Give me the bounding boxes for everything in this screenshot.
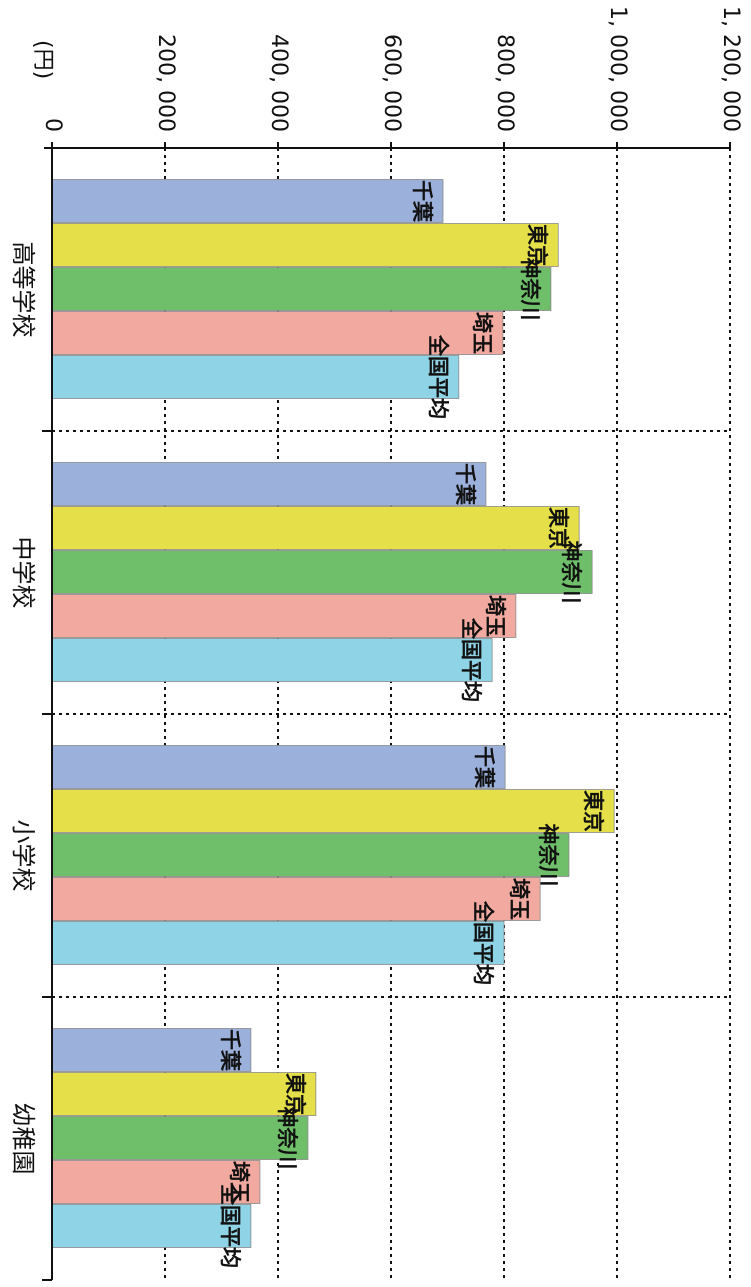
bar (51, 638, 493, 682)
bar-label: 全国平均 (471, 900, 495, 985)
bar (51, 833, 570, 877)
bar (51, 594, 517, 638)
category-label: 高等学校 (9, 242, 37, 338)
x-tick-label: 400, 000 (266, 34, 291, 132)
x-tick-label: 200, 000 (153, 34, 178, 132)
category-label: 幼稚園 (9, 1103, 37, 1175)
bar-label: 千葉 (218, 1029, 242, 1072)
x-tick-label: 1, 000, 000 (605, 6, 630, 132)
bar (51, 1072, 317, 1116)
bar-label: 東京 (283, 1073, 307, 1115)
bar (51, 267, 552, 311)
category-label: 小学校 (9, 820, 37, 892)
x-tick-label: 0 (40, 118, 65, 132)
bar (51, 1116, 309, 1160)
bar (51, 1028, 252, 1072)
bar (51, 921, 505, 965)
bar (51, 789, 615, 833)
bar-label: 神奈川 (275, 1107, 299, 1170)
bar-label: 埼玉 (227, 1161, 251, 1203)
bar (51, 311, 504, 355)
bar (51, 223, 559, 267)
bar-label: 千葉 (410, 180, 434, 223)
x-tick-label: 800, 000 (492, 34, 517, 132)
bar (51, 877, 541, 921)
bar-label: 埼玉 (483, 595, 507, 637)
bar-label: 千葉 (472, 746, 496, 789)
bar (51, 1204, 252, 1248)
bar (51, 506, 580, 550)
bar-label: 東京 (546, 507, 570, 549)
bar (51, 550, 593, 594)
bar-label: 埼玉 (470, 312, 494, 354)
bar-label: 東京 (581, 790, 605, 832)
bar (51, 179, 444, 223)
bar (51, 355, 460, 399)
bar-label: 全国平均 (218, 1183, 242, 1268)
bar-label: 神奈川 (536, 824, 560, 887)
bar (51, 1160, 261, 1204)
bar (51, 745, 506, 789)
bar-label: 神奈川 (559, 541, 583, 604)
bar (51, 462, 487, 506)
axis-unit: (円) (30, 40, 55, 79)
category-label: 中学校 (9, 537, 37, 609)
bar-label: 神奈川 (518, 258, 542, 321)
bar-label: 千葉 (453, 463, 477, 506)
bar-label: 全国平均 (426, 334, 450, 419)
x-tick-label: 600, 000 (379, 34, 404, 132)
x-tick-label: 1, 200, 000 (718, 6, 743, 132)
bar-label: 東京 (525, 224, 549, 266)
bar-label: 全国平均 (459, 617, 483, 702)
bar-label: 埼玉 (507, 878, 531, 920)
